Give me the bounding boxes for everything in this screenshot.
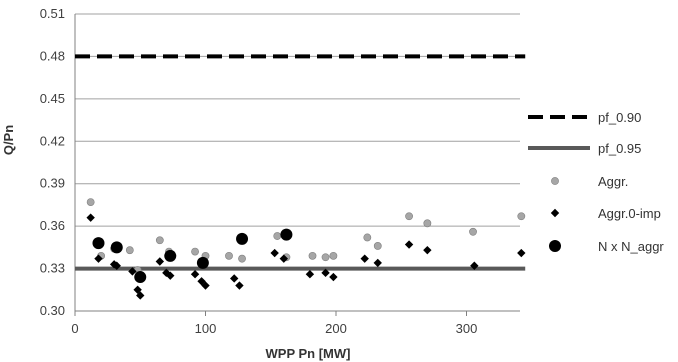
legend-label: Aggr.0-imp bbox=[598, 206, 661, 221]
data-point-diamond bbox=[190, 270, 200, 279]
data-point-diamond bbox=[128, 267, 137, 276]
data-point-diamond bbox=[235, 281, 244, 290]
data-point-diamond bbox=[423, 245, 432, 255]
data-point-circle bbox=[373, 242, 382, 250]
y-tick-label: 0.45 bbox=[40, 91, 65, 106]
y-tick-label: 0.30 bbox=[40, 303, 65, 318]
tick-labels: 0.30 0.33 0.36 0.39 0.42 0.45 0.48 0.51 0 100 200 3… bbox=[40, 6, 478, 336]
data-point-circle bbox=[86, 198, 95, 206]
data-point-diamond bbox=[136, 291, 145, 300]
y-tick-label: 0.51 bbox=[40, 6, 65, 21]
data-point-circle bbox=[155, 236, 164, 245]
data-point-diamond bbox=[305, 270, 315, 279]
data-point-big-circle bbox=[134, 271, 147, 284]
axes bbox=[74, 14, 520, 316]
x-tick-label: 200 bbox=[325, 321, 347, 336]
data-point-circle bbox=[321, 253, 330, 262]
data-point-diamond bbox=[373, 258, 382, 268]
y-axis-title: Q/Pn bbox=[1, 125, 16, 155]
data-point-diamond bbox=[112, 261, 121, 270]
data-point-diamond bbox=[360, 254, 369, 263]
data-point-diamond bbox=[470, 261, 479, 270]
data-point-circle bbox=[469, 227, 477, 236]
data-point-diamond bbox=[230, 274, 239, 283]
data-point-diamond bbox=[279, 254, 288, 263]
data-point-circle bbox=[405, 212, 413, 221]
legend-swatch-marker bbox=[551, 177, 559, 185]
data-point-big-circle bbox=[110, 241, 123, 254]
data-point-big-circle bbox=[196, 256, 209, 269]
data-point-circle bbox=[517, 212, 526, 221]
data-point-circle bbox=[238, 254, 246, 263]
data-point-big-circle bbox=[236, 232, 249, 245]
data-point-diamond bbox=[404, 240, 414, 249]
x-axis-title: WPP Pn [MW] bbox=[266, 346, 351, 361]
legend-swatch-marker bbox=[550, 208, 560, 218]
data-point-circle bbox=[363, 233, 372, 242]
data-point-diamond bbox=[329, 272, 338, 282]
data-point-big-circle bbox=[164, 249, 177, 262]
plot-area bbox=[75, 54, 526, 300]
data-point-circle bbox=[423, 219, 432, 228]
data-point-circle bbox=[329, 251, 338, 260]
data-point-diamond bbox=[517, 248, 526, 258]
data-point-circle bbox=[308, 251, 317, 260]
data-point-diamond bbox=[166, 271, 175, 280]
legend-label: Aggr. bbox=[598, 174, 628, 189]
data-point-circle bbox=[191, 247, 199, 256]
y-tick-label: 0.42 bbox=[40, 133, 65, 148]
x-tick-label: 0 bbox=[71, 321, 78, 336]
y-tick-label: 0.39 bbox=[40, 176, 65, 191]
legend-label: pf_0.90 bbox=[598, 110, 641, 125]
y-tick-label: 0.48 bbox=[40, 48, 65, 63]
legend-label: pf_0.95 bbox=[598, 141, 641, 156]
data-point-circle bbox=[273, 232, 282, 240]
data-point-circle bbox=[125, 246, 134, 255]
legend-swatch-marker bbox=[549, 240, 561, 252]
legend: pf_0.90 pf_0.95 Aggr. Aggr.0-imp N x N_aggr bbox=[528, 110, 664, 254]
data-point-diamond bbox=[94, 254, 103, 263]
legend-label: N x N_aggr bbox=[598, 239, 664, 254]
y-tick-label: 0.36 bbox=[40, 218, 65, 233]
gridlines bbox=[75, 13, 520, 312]
data-point-big-circle bbox=[280, 228, 293, 241]
data-point-circle bbox=[225, 251, 233, 260]
y-tick-label: 0.33 bbox=[40, 261, 65, 276]
x-tick-label: 100 bbox=[195, 321, 217, 336]
data-point-diamond bbox=[201, 281, 210, 290]
data-point-diamond bbox=[321, 268, 330, 278]
x-tick-label: 300 bbox=[456, 321, 478, 336]
data-point-big-circle bbox=[92, 237, 105, 250]
data-point-diamond bbox=[86, 213, 95, 222]
data-point-diamond bbox=[270, 248, 279, 258]
data-point-diamond bbox=[155, 257, 165, 266]
